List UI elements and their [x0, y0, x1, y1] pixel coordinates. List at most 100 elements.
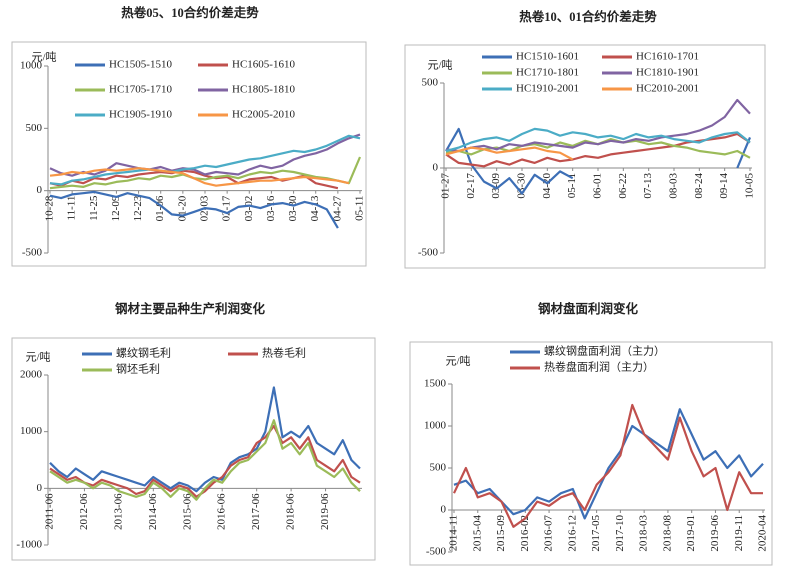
series-line — [49, 419, 361, 501]
x-tick-label: 07-13 — [642, 173, 654, 199]
y-axis-label: 元/吨 — [445, 355, 470, 368]
x-tick-label: 03-09 — [490, 173, 502, 199]
x-tick-label: 09-14 — [718, 173, 730, 199]
x-tick-label: 11-11 — [66, 196, 78, 221]
series-line — [445, 146, 574, 161]
series-line — [49, 167, 350, 187]
series-line — [49, 133, 361, 177]
x-tick-label: 01-27 — [440, 173, 452, 199]
series-line — [49, 386, 361, 493]
x-tick-label: 03-02 — [243, 196, 255, 222]
legend-label: HC1610-1701 — [636, 51, 699, 63]
x-tick-label: 2015-09 — [495, 515, 507, 552]
y-axis-label: 元/吨 — [31, 51, 56, 64]
x-tick-label: 06-22 — [617, 173, 629, 199]
x-tick-label: 06-01 — [592, 173, 604, 199]
x-tick-label: 2019-06 — [319, 493, 331, 530]
legend-label: HC1710-1801 — [516, 67, 579, 79]
x-tick-label: 10-05 — [744, 173, 756, 199]
x-tick-label: 04-20 — [541, 173, 553, 199]
legend-label: HC1605-1610 — [232, 59, 295, 71]
x-tick-label: 2014-06 — [147, 493, 159, 530]
series-line — [445, 98, 751, 153]
legend-label: HC2010-2001 — [636, 83, 699, 95]
x-tick-label: 2016-02 — [519, 515, 531, 552]
x-tick-label: 03-16 — [265, 195, 277, 221]
y-tick-label: 2000 — [20, 369, 43, 381]
x-tick-label: 05-11 — [354, 196, 366, 221]
x-tick-label: 2018-03 — [638, 515, 650, 552]
series-line — [49, 134, 361, 186]
x-tick-label: 10-28 — [44, 195, 56, 221]
x-tick-label: 01-20 — [176, 195, 188, 221]
x-tick-label: 2018-06 — [285, 493, 297, 530]
legend-label: HC1505-1510 — [109, 59, 172, 71]
series-line — [49, 156, 362, 190]
x-tick-label: 12-09 — [110, 195, 122, 221]
x-tick-label: 2016-07 — [543, 515, 555, 552]
x-tick-label: 2016-12 — [566, 515, 578, 552]
x-tick-label: 03-30 — [287, 195, 299, 221]
legend-label: HC1905-1910 — [109, 109, 172, 121]
x-tick-label: 2020-04 — [757, 515, 769, 552]
legend-label: HC2005-2010 — [232, 109, 295, 121]
chart-title: 钢材盘面利润变化 — [538, 301, 639, 316]
x-tick-label: 2018-08 — [661, 515, 673, 552]
legend-label: 热卷盘面利润（主力） — [544, 360, 654, 374]
chart-frame — [11, 337, 376, 561]
y-tick-label: 1000 — [424, 420, 447, 432]
series-line — [453, 403, 763, 528]
x-tick-label: 2015-04 — [471, 515, 483, 552]
x-tick-label: 04-13 — [309, 195, 321, 221]
series-line — [445, 127, 751, 153]
x-tick-label: 2012-06 — [78, 493, 90, 530]
x-tick-label: 2013-06 — [112, 493, 124, 530]
y-tick-label: -500 — [22, 247, 43, 259]
series-line — [49, 190, 339, 229]
chart-frame — [11, 41, 367, 267]
x-tick-label: 11-25 — [88, 195, 100, 221]
x-tick-label: 2011-06 — [44, 493, 56, 530]
y-tick-label: 1000 — [20, 425, 43, 437]
x-tick-label: 04-27 — [331, 195, 343, 221]
x-tick-label: 01-06 — [154, 195, 166, 221]
legend-label: 钢坯毛利 — [116, 363, 160, 376]
y-tick-label: 0 — [37, 184, 43, 196]
x-tick-label: 2019-06 — [709, 515, 721, 552]
legend-label: HC1910-2001 — [516, 83, 579, 95]
series-line — [453, 408, 764, 520]
y-tick-label: 1000 — [20, 60, 43, 72]
y-tick-label: -500 — [418, 247, 439, 259]
legend-label: 螺纹钢盘面利润（主力） — [544, 344, 665, 358]
x-tick-label: 05-11 — [566, 173, 578, 198]
chart-title: 钢材主要品种生产利润变化 — [115, 301, 266, 316]
x-tick-label: 2017-10 — [614, 515, 626, 552]
y-tick-label: 0 — [433, 162, 439, 174]
x-tick-label: 08-24 — [693, 173, 705, 199]
x-tick-label: 2016-06 — [216, 493, 228, 530]
y-tick-label: 500 — [422, 77, 439, 89]
legend-label: HC1805-1810 — [232, 84, 295, 96]
x-tick-label: 2017-05 — [590, 515, 602, 552]
x-tick-label: 2019-11 — [733, 515, 745, 551]
chart-title: 热卷05、10合约价差走势 — [121, 5, 259, 20]
y-axis-label: 元/吨 — [25, 351, 50, 364]
y-tick-label: -1000 — [16, 539, 42, 551]
x-tick-label: 12-23 — [132, 195, 144, 221]
y-tick-label: 500 — [430, 462, 447, 474]
y-tick-label: 0 — [441, 504, 447, 516]
x-tick-label: 2019-01 — [685, 515, 697, 552]
x-tick-label: 2015-06 — [181, 493, 193, 530]
legend-label: 螺纹钢毛利 — [116, 346, 171, 360]
x-tick-label: 2017-06 — [250, 493, 262, 530]
x-tick-label: 2014-11 — [448, 515, 460, 551]
x-tick-label: 02-17 — [465, 173, 477, 199]
x-tick-label: 02-17 — [221, 195, 233, 221]
legend-label: HC1705-1710 — [109, 84, 172, 96]
series-line — [445, 132, 751, 168]
